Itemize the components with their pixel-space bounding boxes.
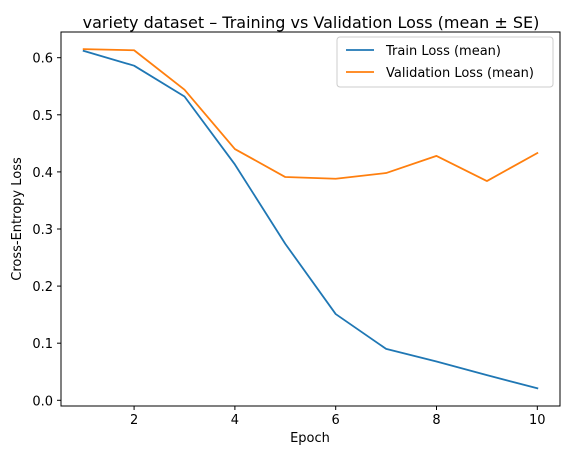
plot-frame xyxy=(60,31,561,407)
x-tick-label: 2 xyxy=(130,413,138,428)
y-tick-label: 0.6 xyxy=(32,52,53,67)
x-axis-label: Epoch xyxy=(290,431,330,446)
y-tick-label: 0.1 xyxy=(32,337,53,352)
x-tick-label: 8 xyxy=(432,413,440,428)
legend-label-0: Train Loss (mean) xyxy=(385,44,501,59)
x-tick-label: 10 xyxy=(529,413,546,428)
series-line-0 xyxy=(82,49,539,390)
legend-label-1: Validation Loss (mean) xyxy=(386,66,534,81)
y-tick-label: 0.4 xyxy=(32,166,53,181)
chart-title: variety dataset – Training vs Validation… xyxy=(83,13,540,32)
plot-lines xyxy=(82,48,539,390)
y-axis-label: Cross-Entropy Loss xyxy=(10,157,25,281)
legend: Train Loss (mean) Validation Loss (mean) xyxy=(336,36,554,88)
x-tick-label: 4 xyxy=(231,413,239,428)
x-tick-label: 6 xyxy=(332,413,340,428)
legend-box xyxy=(336,36,554,88)
y-tick-label: 0.0 xyxy=(32,394,53,409)
series-line-1 xyxy=(82,48,539,182)
y-tick-label: 0.3 xyxy=(32,223,53,238)
x-axis-ticks: 2 4 6 8 10 xyxy=(130,406,546,428)
y-axis-ticks: 0.0 0.1 0.2 0.3 0.4 0.5 0.6 xyxy=(32,52,61,409)
y-tick-label: 0.5 xyxy=(32,109,53,124)
y-tick-label: 0.2 xyxy=(32,280,53,295)
